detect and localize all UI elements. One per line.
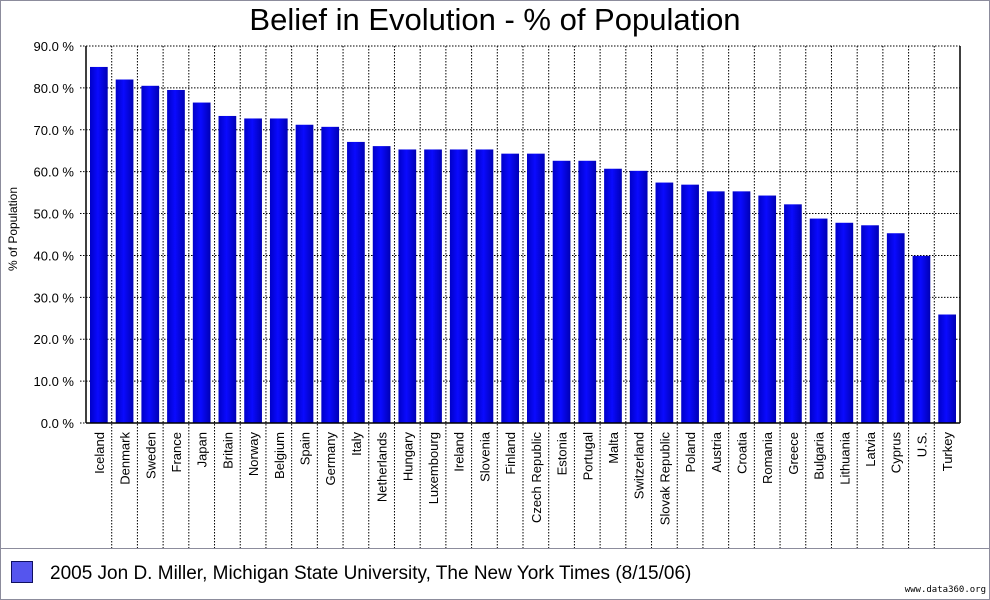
x-tick-label: Germany (323, 432, 338, 486)
x-tick-label: Poland (683, 432, 698, 472)
bar (938, 314, 956, 423)
x-tick-label: Hungary (400, 432, 415, 482)
bar (629, 170, 648, 423)
x-tick-label: Luxembourg (426, 432, 441, 504)
y-tick-label: 60.0 % (34, 165, 75, 180)
x-tick-label: Turkey (940, 432, 955, 472)
bar (449, 149, 468, 423)
x-tick-label: Cyprus (889, 432, 904, 474)
bar (527, 153, 545, 423)
bar (861, 225, 879, 423)
bar (167, 89, 185, 423)
x-tick-label: Sweden (143, 432, 158, 479)
bar (295, 124, 314, 424)
y-tick-label: 30.0 % (34, 290, 75, 305)
y-tick-label: 40.0 % (34, 248, 75, 263)
bar (475, 149, 494, 423)
y-tick-label: 70.0 % (34, 123, 75, 138)
bar (706, 191, 725, 423)
y-tick-label: 20.0 % (34, 332, 75, 347)
watermark: www.data360.org (904, 585, 986, 595)
bar (244, 118, 262, 424)
bar (758, 195, 777, 423)
bar (552, 160, 571, 423)
bar (681, 184, 699, 423)
x-tick-label: Finland (503, 432, 518, 475)
bar (784, 204, 802, 423)
y-tick-label: 50.0 % (34, 207, 75, 222)
x-tick-label: Austria (709, 431, 724, 472)
chart-title: Belief in Evolution - % of Population (249, 2, 741, 37)
x-tick-label: Iceland (92, 432, 107, 474)
x-tick-label: Romania (760, 431, 775, 484)
x-tick-label: Denmark (118, 432, 133, 485)
bar (886, 233, 905, 423)
legend-label: 2005 Jon D. Miller, Michigan State Unive… (50, 563, 692, 584)
bar (732, 191, 751, 423)
x-tick-label: Norway (246, 432, 261, 477)
bar (809, 218, 828, 423)
x-tick-label: Czech Republic (529, 432, 544, 524)
x-tick-label: Belgium (272, 432, 287, 479)
bar (835, 222, 854, 423)
x-tick-label: Greece (786, 432, 801, 475)
x-tick-label: Slovenia (477, 431, 492, 482)
legend-divider (1, 548, 989, 549)
bar (578, 160, 597, 423)
legend-swatch (11, 561, 33, 583)
x-tick-label: Slovak Republic (657, 432, 672, 526)
bar (115, 79, 134, 423)
bar (501, 153, 519, 423)
x-tick-label: Ireland (452, 432, 467, 472)
x-tick-label: Malta (606, 431, 621, 464)
bar (141, 85, 160, 424)
x-tick-label: Lithuania (837, 431, 852, 485)
bar (218, 115, 237, 424)
x-tick-label: Latvia (863, 431, 878, 466)
bar (347, 141, 365, 424)
bar (424, 149, 442, 423)
bar (372, 146, 391, 423)
bar (321, 126, 340, 424)
x-tick-label: France (169, 432, 184, 472)
bar-chart: 0.0 % 10.0 % 20.0 % 30.0 % 40.0 % 50.0 % 60.0 … (34, 39, 961, 548)
bar (192, 102, 211, 424)
bar (269, 118, 288, 424)
x-tick-label: U.S. (914, 432, 929, 457)
bar (655, 182, 674, 423)
y-tick-label: 80.0 % (34, 81, 75, 96)
x-tick-label: Estonia (555, 431, 570, 475)
y-tick-label: 10.0 % (34, 374, 75, 389)
x-tick-label: Spain (298, 432, 313, 465)
bar (912, 255, 931, 423)
bar (90, 66, 108, 423)
x-tick-label: Portugal (580, 432, 595, 481)
x-tick-label: Netherlands (375, 432, 390, 503)
x-tick-label: Britain (220, 432, 235, 469)
bar (398, 149, 417, 423)
x-tick-label: Switzerland (632, 432, 647, 499)
y-tick-label: 90.0 % (34, 39, 75, 54)
x-tick-label: Bulgaria (812, 431, 827, 479)
x-tick-label: Italy (349, 432, 364, 456)
y-tick-label: 0.0 % (41, 416, 75, 431)
bar (604, 168, 622, 423)
x-tick-label: Japan (195, 432, 210, 467)
x-tick-label: Croatia (735, 431, 750, 474)
